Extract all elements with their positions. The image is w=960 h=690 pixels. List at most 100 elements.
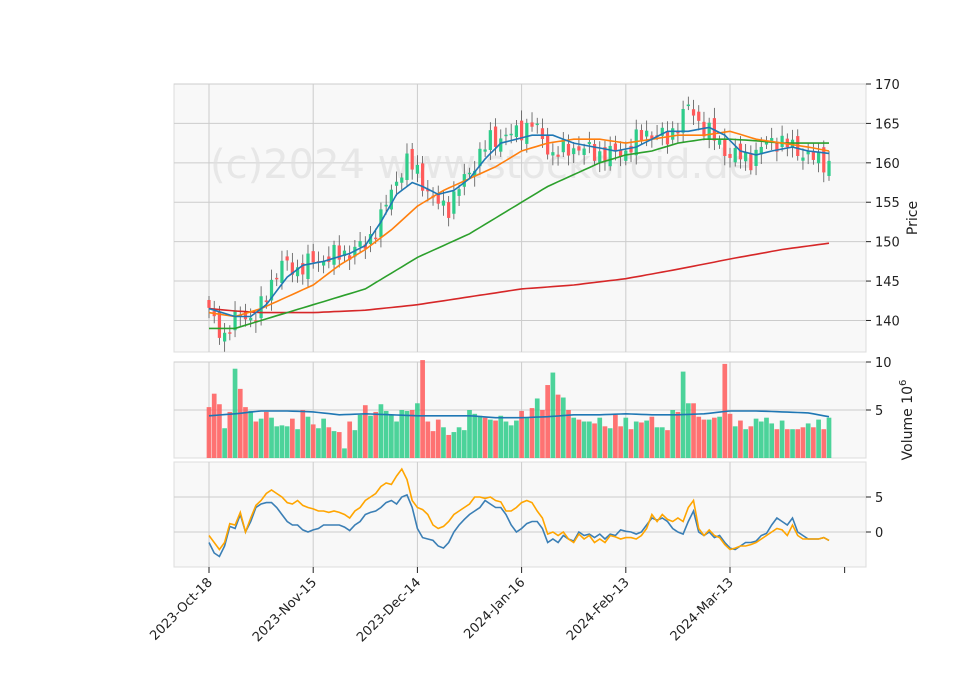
volume-axis-label: Volume 106 <box>898 380 916 461</box>
candle-body <box>306 253 310 279</box>
candle-body <box>608 145 612 167</box>
volume-bar <box>550 372 556 458</box>
candle-body <box>483 149 487 152</box>
volume-bar <box>269 417 274 458</box>
candle-body <box>592 144 597 161</box>
candle-body <box>363 244 367 249</box>
candle-body <box>598 151 602 163</box>
volume-bar <box>743 429 748 458</box>
oscillator-line-2 <box>208 467 830 551</box>
volume-bar <box>451 432 457 458</box>
candle-body <box>650 135 654 139</box>
candle-body <box>525 122 529 144</box>
volume-bar <box>654 427 660 458</box>
candle-body <box>337 245 341 260</box>
volume-bar <box>399 410 405 458</box>
candle-body <box>332 244 336 265</box>
volume-bar <box>456 427 462 458</box>
candle-body <box>566 143 571 156</box>
volume-bar <box>352 430 358 458</box>
candle-body <box>660 127 664 136</box>
volume-bar <box>284 426 290 458</box>
volume-tick-label: 10 <box>875 356 892 371</box>
volume-bar <box>425 421 431 458</box>
volume-bar <box>316 428 321 458</box>
volume-bar <box>357 414 363 458</box>
volume-bar <box>602 426 608 458</box>
candle-body <box>551 152 555 156</box>
candle-body <box>509 133 513 136</box>
oscillator-tick-label: 5 <box>875 491 883 506</box>
candle-body <box>452 191 456 214</box>
volume-bar <box>701 419 707 458</box>
price-axis-label: Price <box>905 201 921 235</box>
volume-bar <box>389 414 394 458</box>
volume-bar <box>670 410 676 458</box>
volume-bar <box>430 431 436 458</box>
volume-bar <box>712 417 717 458</box>
volume-bar <box>529 408 535 458</box>
volume-bar <box>727 413 733 458</box>
volume-bar <box>769 423 775 458</box>
candle-body <box>280 260 284 283</box>
volume-bar <box>217 404 222 458</box>
candle-body <box>400 177 404 183</box>
candle-body <box>561 139 565 153</box>
volume-bar <box>633 421 639 458</box>
candle-body <box>233 310 237 331</box>
candle-body <box>384 204 388 207</box>
candle-body <box>697 111 701 121</box>
candle-body <box>671 128 675 140</box>
volume-bar <box>482 417 488 458</box>
volume-bar <box>784 429 790 458</box>
candle-body <box>764 141 769 145</box>
volume-bar <box>420 360 425 458</box>
volume-bar <box>394 421 399 458</box>
candle-body <box>759 146 763 155</box>
candle-body <box>822 147 826 173</box>
volume-bar <box>816 419 821 458</box>
volume-bar <box>597 417 603 458</box>
candle-body <box>634 129 638 156</box>
candle-body <box>467 172 472 175</box>
volume-bar <box>623 417 629 458</box>
oscillator-tick-label: 0 <box>875 526 883 541</box>
candle-body <box>342 250 347 257</box>
candle-body <box>264 300 268 302</box>
volume-bar <box>560 397 566 458</box>
volume-bar <box>586 421 592 458</box>
volume-bar <box>435 419 441 458</box>
volume-bar <box>540 410 545 458</box>
volume-bar <box>467 410 472 458</box>
chart-marks <box>206 96 832 558</box>
ma-long-line <box>209 138 829 330</box>
volume-bar <box>685 403 691 458</box>
candle-body <box>223 332 227 342</box>
candle-body <box>249 317 253 321</box>
candle-body <box>426 188 430 192</box>
volume-bar <box>321 418 326 458</box>
candle-body <box>447 202 451 218</box>
candle-body <box>478 148 482 167</box>
volume-bar <box>472 413 478 458</box>
candle-body <box>577 146 581 151</box>
volume-bar <box>295 429 300 458</box>
candle-body <box>217 311 222 338</box>
price-tick-label: 160 <box>875 157 900 172</box>
volume-bar <box>545 385 550 458</box>
candle-body <box>645 130 649 137</box>
volume-bar <box>691 403 696 458</box>
candle-body <box>749 154 753 171</box>
candle-body <box>676 131 680 134</box>
price-tick-label: 150 <box>875 236 900 251</box>
volume-bar <box>644 420 649 458</box>
volume-bar <box>342 448 347 458</box>
price-tick-label: 170 <box>875 78 900 93</box>
volume-bar <box>347 421 353 458</box>
volume-bar <box>211 393 217 458</box>
candle-body <box>618 149 623 157</box>
candle-body <box>691 109 696 116</box>
candle-body <box>441 200 446 206</box>
candle-body <box>499 138 503 152</box>
candle-body <box>405 153 409 180</box>
